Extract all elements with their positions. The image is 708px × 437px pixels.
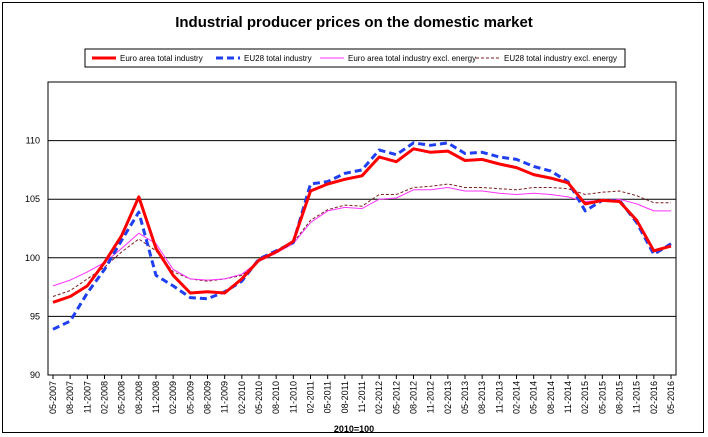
x-tick-label: 02-2012 [374,381,384,414]
y-tick-label: 100 [25,253,40,263]
y-axis: 90 95 100 105 110 [25,136,40,380]
x-tick-label: 05-2014 [529,381,539,414]
x-tick-label: 02-2014 [512,381,522,414]
x-tick-label: 05-2009 [185,381,195,414]
legend-label-0: Euro area total industry [120,54,203,63]
x-tick-label: 05-2008 [117,381,127,414]
x-tick-label: 11-2009 [220,381,230,413]
x-tick-label: 05-2013 [460,381,470,414]
x-tick-label: 08-2013 [477,381,487,414]
x-tick-label: 08-2014 [546,381,556,414]
series-line-0 [52,147,672,304]
y-tick-label: 105 [25,194,40,204]
x-tick-label: 02-2010 [237,381,247,414]
x-tick-label: 08-2012 [409,381,419,414]
x-tick-label: 08-2007 [65,381,75,414]
x-tick-label: 05-2010 [254,381,264,414]
x-tick-label: 08-2011 [340,381,350,413]
legend-label-2: Euro area total industry excl. energy [348,54,476,63]
x-axis: 05-2007 08-2007 11-2007 02-2008 05-2008 08-20… [48,375,676,414]
y-tick-label: 95 [30,311,40,321]
legend-label-3: EU28 total industry excl. energy [504,54,617,63]
y-tick-label: 110 [26,136,40,146]
x-tick-label: 02-2016 [649,381,659,414]
legend-box [84,48,626,68]
y-tick-label: 90 [30,370,40,380]
x-tick-label: 11-2011 [357,381,367,413]
x-tick-label: 02-2015 [580,381,590,414]
gridlines [48,140,676,317]
x-tick-label: 11-2013 [494,381,504,413]
legend: Euro area total industry EU28 total indus… [84,48,626,68]
x-tick-label: 11-2010 [288,381,298,413]
x-tick-label: 11-2007 [82,381,92,413]
x-tick-label: 05-2012 [391,381,401,414]
x-tick-label: 02-2011 [306,381,316,413]
x-tick-label: 08-2015 [615,381,625,414]
x-tick-label: 11-2014 [563,381,573,413]
x-tick-label: 05-2011 [323,381,333,413]
plot-area [47,81,677,376]
x-tick-label: 08-2009 [203,381,213,414]
x-tick-label: 11-2015 [632,381,642,413]
plot-border [47,81,677,376]
x-tick-label: 08-2008 [134,381,144,414]
x-tick-label: 11-2012 [426,381,436,413]
chart-title: Industrial producer prices on the domest… [175,14,533,31]
x-tick-label: 02-2009 [168,381,178,414]
x-tick-label: 05-2015 [597,381,607,414]
x-tick-label: 08-2010 [271,381,281,414]
x-tick-label: 02-2013 [443,381,453,414]
x-axis-label: 2010=100 [334,424,374,434]
x-tick-label: 05-2016 [666,381,676,414]
series-lines [52,141,672,331]
legend-label-1: EU28 total industry [244,54,312,63]
x-tick-label: 05-2007 [48,381,58,414]
x-tick-label: 11-2008 [151,381,161,413]
x-tick-label: 02-2008 [100,381,110,414]
